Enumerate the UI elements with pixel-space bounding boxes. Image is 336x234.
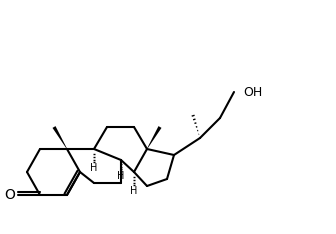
Polygon shape <box>147 126 162 149</box>
Text: OH: OH <box>243 85 262 99</box>
Text: H: H <box>90 163 98 173</box>
Polygon shape <box>52 126 67 149</box>
Text: H: H <box>117 171 125 181</box>
Text: O: O <box>5 188 15 202</box>
Text: H: H <box>130 186 138 196</box>
